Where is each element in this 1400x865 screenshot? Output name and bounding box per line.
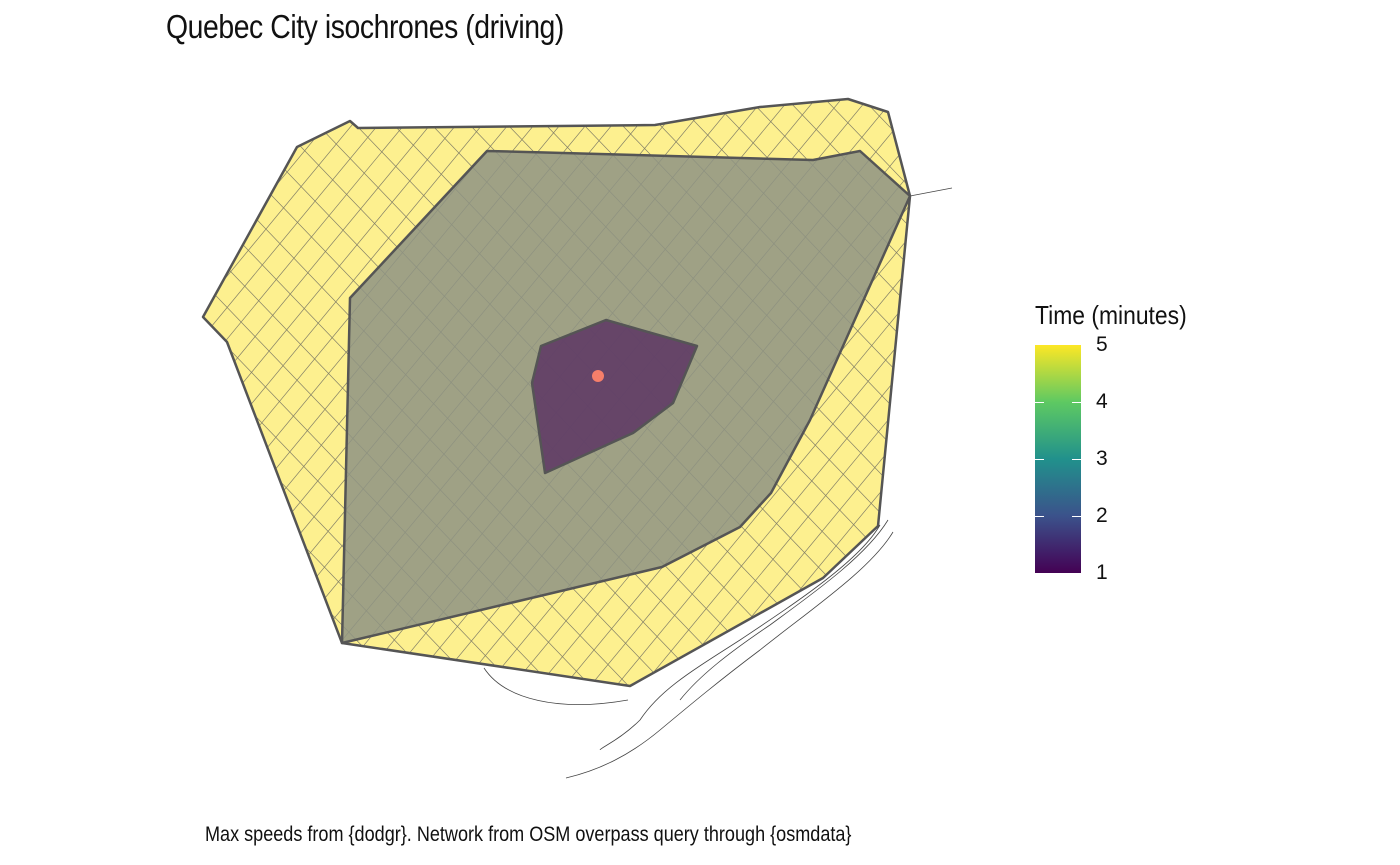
road bbox=[1386, 50, 1400, 800]
road bbox=[938, 50, 1400, 800]
road bbox=[203, 99, 441, 686]
map-caption: Max speeds from {dodgr}. Network from OS… bbox=[205, 823, 852, 846]
road bbox=[203, 99, 493, 686]
road bbox=[853, 99, 910, 686]
road bbox=[1302, 50, 1400, 800]
isochrone-1-min bbox=[530, 318, 699, 475]
road bbox=[912, 50, 1400, 800]
road bbox=[1328, 50, 1400, 800]
road bbox=[815, 99, 910, 686]
road bbox=[885, 99, 910, 686]
road bbox=[203, 99, 233, 686]
legend-tick-mark bbox=[1072, 402, 1081, 403]
road bbox=[1120, 50, 1400, 800]
road bbox=[1042, 50, 1400, 800]
road bbox=[203, 99, 389, 686]
road bbox=[1310, 50, 1400, 800]
road bbox=[1234, 50, 1400, 800]
road bbox=[203, 99, 285, 686]
road bbox=[1354, 50, 1400, 800]
road bbox=[1196, 50, 1400, 800]
road bbox=[930, 50, 1400, 800]
road bbox=[0, 50, 128, 800]
road bbox=[1158, 50, 1400, 800]
road bbox=[0, 50, 154, 800]
road bbox=[0, 50, 180, 800]
road bbox=[964, 50, 1400, 800]
legend-tick-label: 2 bbox=[1096, 504, 1108, 527]
road bbox=[0, 50, 102, 800]
road bbox=[203, 99, 259, 686]
road bbox=[203, 99, 415, 686]
road bbox=[1120, 50, 1400, 800]
legend-tick-mark bbox=[1035, 459, 1044, 460]
road bbox=[1198, 50, 1400, 800]
legend-title: Time (minutes) bbox=[1035, 300, 1187, 330]
road bbox=[1068, 50, 1400, 800]
legend-tick-label: 5 bbox=[1096, 333, 1108, 356]
road bbox=[0, 50, 24, 800]
road bbox=[521, 99, 910, 686]
legend-tick-mark bbox=[1072, 516, 1081, 517]
origin-point bbox=[592, 370, 604, 382]
road bbox=[1348, 50, 1400, 800]
road bbox=[968, 50, 1400, 800]
road bbox=[777, 99, 910, 686]
legend-tick-mark bbox=[1035, 402, 1044, 403]
legend-tick-label: 1 bbox=[1096, 561, 1108, 584]
road bbox=[1272, 50, 1400, 800]
road bbox=[1044, 50, 1400, 800]
road bbox=[859, 99, 910, 686]
road bbox=[891, 99, 910, 686]
map-title: Quebec City isochrones (driving) bbox=[166, 8, 564, 45]
legend-tick-label: 4 bbox=[1096, 390, 1108, 413]
road bbox=[1082, 50, 1400, 800]
road bbox=[0, 50, 50, 800]
road bbox=[1250, 50, 1400, 800]
road bbox=[1380, 50, 1400, 800]
road bbox=[203, 99, 467, 686]
road bbox=[1146, 50, 1400, 800]
outer-roads bbox=[483, 187, 953, 779]
legend-tick-mark bbox=[1035, 516, 1044, 517]
road bbox=[1224, 50, 1400, 800]
road bbox=[0, 50, 76, 800]
road bbox=[1276, 50, 1400, 800]
legend-tick-mark bbox=[1072, 459, 1081, 460]
legend-tick-label: 3 bbox=[1096, 447, 1108, 470]
road bbox=[833, 99, 910, 686]
road bbox=[1172, 50, 1400, 800]
road bbox=[1094, 50, 1400, 800]
road bbox=[203, 99, 207, 686]
road bbox=[203, 99, 701, 686]
